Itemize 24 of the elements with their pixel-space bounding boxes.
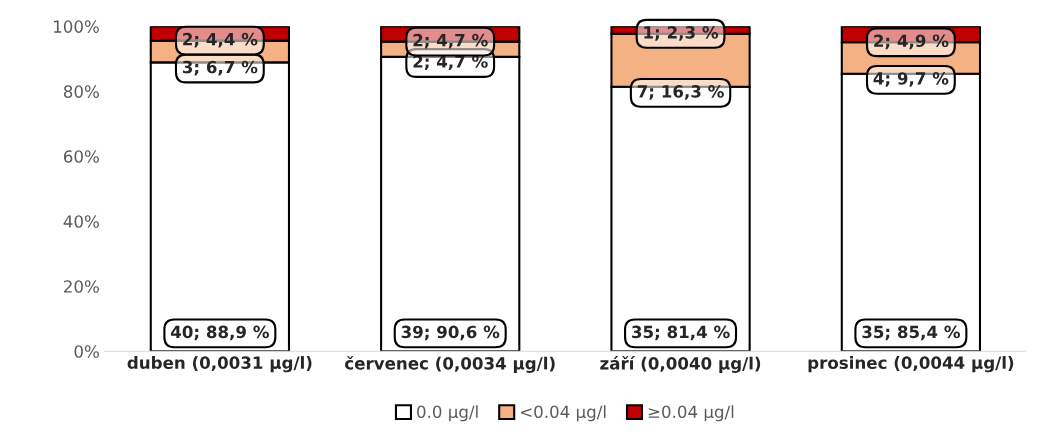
- x-tick-label: září (0,0040 µg/l): [600, 356, 761, 373]
- legend-label: 0.0 µg/l: [417, 405, 478, 422]
- data-label: 2; 4,9 %: [874, 34, 949, 50]
- x-tick-label: duben (0,0031 µg/l): [127, 356, 312, 373]
- legend-label: ≥0.04 µg/l: [648, 405, 734, 422]
- data-label: 2; 4,4 %: [183, 32, 258, 48]
- y-tick-label: 100%: [54, 20, 99, 33]
- data-label: 3; 6,7 %: [182, 60, 258, 76]
- data-label: 35; 85,4 %: [862, 325, 960, 341]
- legend-label: <0.04 µg/l: [520, 405, 606, 422]
- data-label: 35; 81,4 %: [632, 325, 730, 341]
- data-label: 4; 9,7 %: [873, 72, 949, 87]
- data-label: 2; 4,7 %: [413, 33, 488, 49]
- y-tick-label: 60%: [63, 150, 99, 163]
- y-tick-label: 0%: [74, 345, 99, 358]
- x-tick-label: prosinec (0,0044 µg/l): [808, 356, 1014, 373]
- data-label: 7; 16,3 %: [637, 85, 724, 100]
- data-label: 1; 2,3 %: [644, 26, 719, 41]
- x-tick-label: červenec (0,0034 µg/l): [345, 356, 555, 373]
- y-tick-label: 40%: [63, 215, 99, 228]
- y-tick-label: 80%: [63, 85, 99, 98]
- data-label: 40; 88,9 %: [170, 325, 269, 341]
- y-tick-label: 20%: [64, 280, 99, 293]
- data-label: 39; 90,6 %: [401, 325, 500, 341]
